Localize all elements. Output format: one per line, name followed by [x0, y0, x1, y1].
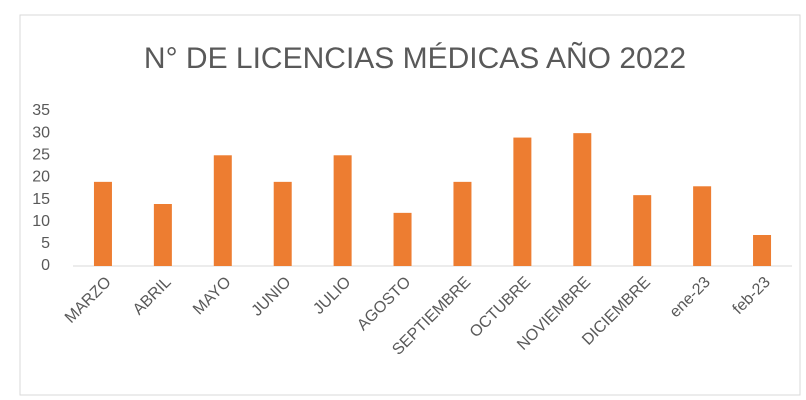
y-tick-label: 0	[41, 257, 50, 274]
bar	[753, 235, 772, 266]
y-tick-label: 10	[32, 213, 50, 230]
bar	[633, 195, 652, 266]
y-tick-label: 35	[32, 102, 50, 119]
bar	[513, 137, 532, 266]
y-tick-label: 20	[32, 169, 50, 186]
bar	[573, 133, 592, 266]
y-tick-label: 25	[32, 147, 50, 164]
y-tick-label: 15	[32, 191, 50, 208]
bar	[393, 212, 412, 266]
y-tick-label: 5	[41, 235, 50, 252]
bar	[333, 155, 352, 266]
chart-title: N° DE LICENCIAS MÉDICAS AÑO 2022	[144, 41, 686, 75]
y-tick-label: 30	[32, 124, 50, 141]
bar	[93, 181, 112, 266]
bar	[153, 204, 172, 266]
bar	[213, 155, 232, 266]
bar	[693, 186, 712, 266]
bar	[273, 181, 292, 266]
bar	[453, 181, 472, 266]
chart-border	[19, 14, 801, 396]
